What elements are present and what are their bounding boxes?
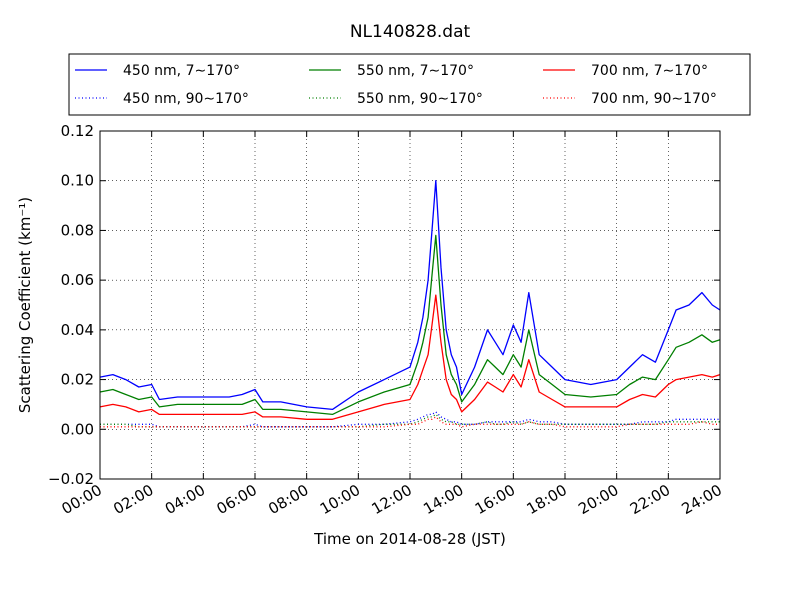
legend-box [68, 53, 751, 116]
series-line [99, 234, 721, 416]
y-tick-label: 0.00 [61, 420, 94, 438]
series-lines [99, 180, 721, 428]
y-tick-label: 0.06 [61, 271, 94, 289]
y-tick-label: 0.10 [61, 172, 94, 190]
y-tick-label: 0.04 [61, 321, 94, 339]
series-line [99, 294, 721, 420]
legend-label: 700 nm, 7∼170° [591, 63, 708, 79]
legend-label: 550 nm, 90∼170° [357, 91, 483, 107]
legend-entries: 450 nm, 7∼170° 550 nm, 7∼170° 700 nm, 7∼17… [75, 63, 717, 107]
series-line [100, 416, 720, 428]
x-axis-label: Time on 2014-08-28 (JST) [313, 530, 506, 548]
y-tick-label: 0.12 [61, 122, 94, 140]
legend-label: 700 nm, 90∼170° [591, 91, 717, 107]
legend-label: 450 nm, 90∼170° [123, 91, 249, 107]
y-axis-label: Scattering Coefficient (km⁻¹) [16, 197, 34, 413]
y-tick-label: 0.08 [61, 221, 94, 239]
series-line [100, 411, 720, 428]
legend-label: 550 nm, 7∼170° [357, 63, 474, 79]
legend: 450 nm, 7∼170° 550 nm, 7∼170° 700 nm, 7∼17… [68, 53, 751, 116]
y-tick-label: 0.02 [61, 371, 94, 389]
y-tick-label: −0.02 [48, 470, 94, 488]
chart-title: NL140828.dat [350, 22, 471, 42]
series-line [99, 180, 721, 411]
legend-label: 450 nm, 7∼170° [123, 63, 240, 79]
